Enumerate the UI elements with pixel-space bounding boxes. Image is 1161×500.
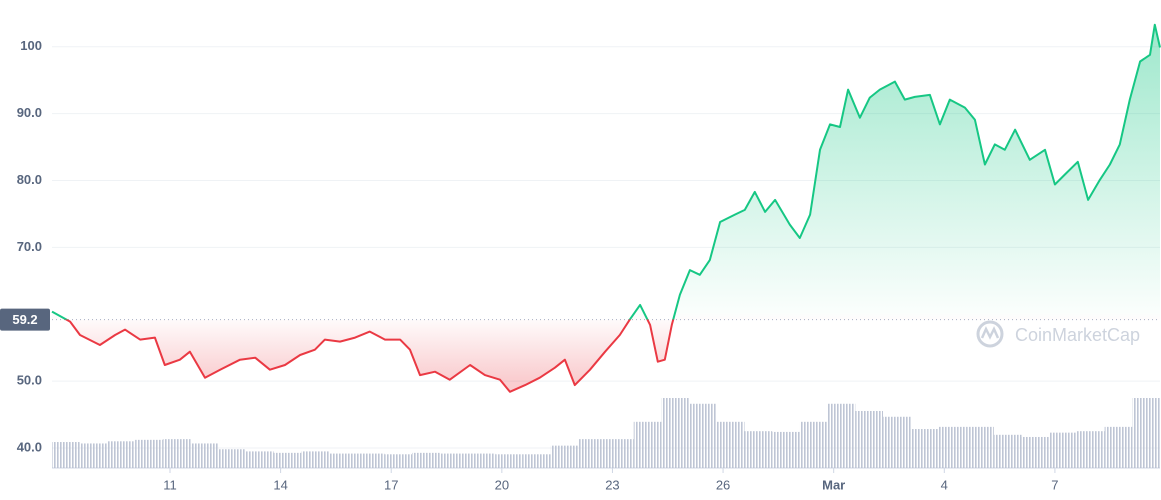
- x-tick-label: 11: [163, 477, 177, 492]
- volume-bar: [495, 454, 523, 468]
- volume-bar: [910, 429, 939, 468]
- volume-bar: [633, 421, 662, 468]
- volume-bar: [1076, 431, 1105, 468]
- x-tick-label: 20: [495, 477, 509, 492]
- x-tick-label: 4: [941, 477, 948, 492]
- volume-bar: [716, 421, 745, 468]
- volume-bar: [1132, 398, 1160, 468]
- x-tick-label: 26: [716, 477, 730, 492]
- x-tick-label: 17: [384, 477, 398, 492]
- volume-bar: [550, 445, 579, 468]
- volume-bar: [52, 442, 80, 468]
- volume-bar: [799, 421, 828, 468]
- watermark-text: CoinMarketCap: [1015, 325, 1140, 345]
- volume-bar: [273, 452, 302, 468]
- x-tick-label: 23: [605, 477, 619, 492]
- x-tick-label: 14: [273, 477, 287, 492]
- volume-bar: [467, 453, 496, 468]
- volume-bar: [744, 431, 773, 468]
- y-tick-label: 90.0: [17, 105, 42, 120]
- y-tick-label: 70.0: [17, 239, 42, 254]
- volume-bar: [606, 439, 634, 468]
- volume-bar: [218, 449, 246, 468]
- volume-bar: [135, 439, 163, 468]
- volume-bar: [966, 426, 994, 468]
- volume-bar: [190, 443, 219, 468]
- volume-bar: [356, 453, 385, 468]
- volume-bar: [883, 416, 911, 468]
- y-tick-label: 80.0: [17, 172, 42, 187]
- volume-bar: [522, 454, 551, 468]
- volume-bar: [384, 454, 413, 468]
- watermark: CoinMarketCap: [976, 320, 1140, 348]
- volume-bar: [107, 441, 136, 468]
- volume-bar: [79, 443, 108, 468]
- y-tick-label: 100: [20, 38, 42, 53]
- volume-bar: [329, 453, 357, 468]
- volume-bar: [993, 434, 1022, 468]
- baseline-badge: [0, 308, 50, 331]
- volume-bar: [1104, 426, 1133, 468]
- price-line: [51, 23, 1161, 393]
- volume-bar: [689, 403, 717, 468]
- volume-bar: [162, 439, 191, 468]
- y-tick-label: 40.0: [17, 439, 42, 454]
- x-tick-label: Mar: [822, 477, 845, 492]
- x-tick-label: 7: [1051, 477, 1058, 492]
- volume-bar: [245, 451, 274, 468]
- volume-bar: [661, 398, 690, 468]
- area: [52, 24, 1160, 392]
- y-tick-label: 50.0: [17, 373, 42, 388]
- volume-bar: [1049, 432, 1077, 468]
- baseline-label: 59.2: [12, 312, 37, 327]
- volume-bar: [938, 426, 967, 468]
- volume-bar: [855, 410, 883, 468]
- volume-bar: [827, 403, 856, 468]
- volume-bar: [412, 452, 440, 468]
- volume-bar: [439, 453, 468, 468]
- volume-bar: [301, 451, 329, 468]
- volume-bar: [772, 431, 800, 468]
- volume-bar: [1021, 436, 1050, 468]
- volume-bar: [578, 439, 606, 468]
